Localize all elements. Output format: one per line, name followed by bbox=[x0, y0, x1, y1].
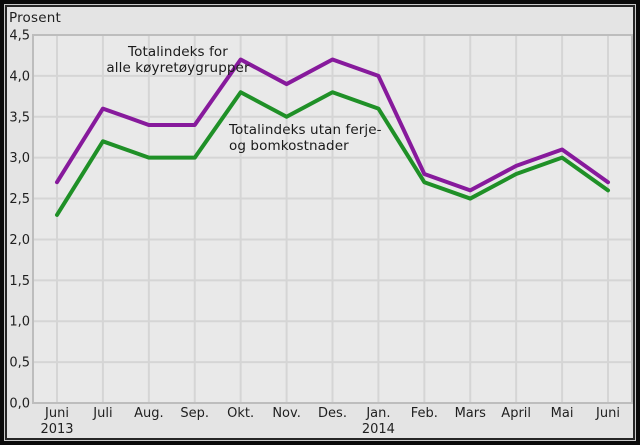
series-line-alle-koyretoygrupper bbox=[55, 57, 610, 193]
y-tick-label: 1,5 bbox=[9, 274, 30, 289]
y-tick-label: 4,5 bbox=[9, 29, 30, 44]
x-tick-year-label: 2013 bbox=[40, 422, 73, 437]
x-tick-label: Sep. bbox=[180, 406, 209, 421]
y-tick-label: 4,0 bbox=[9, 69, 30, 84]
x-tick-label: Juli bbox=[92, 406, 112, 421]
x-tick-label: Des. bbox=[318, 406, 347, 421]
x-tick-label: Feb. bbox=[411, 406, 438, 421]
series-line-utan-ferje-bom bbox=[55, 90, 610, 217]
y-tick-label: 1,0 bbox=[9, 315, 30, 330]
y-tick-label: 3,0 bbox=[9, 151, 30, 166]
series-label-utan-ferje-bom: Totalindeks utan ferje- og bomkostnader bbox=[229, 122, 382, 154]
y-tick-label: 0,5 bbox=[9, 356, 30, 371]
y-axis-unit-label: Prosent bbox=[9, 10, 62, 26]
x-tick-label: Jan. bbox=[365, 406, 390, 421]
x-tick-year-label: 2014 bbox=[362, 422, 395, 437]
y-tick-label: 0,0 bbox=[9, 397, 30, 412]
x-tick-label: Nov. bbox=[272, 406, 301, 421]
y-tick-label: 2,5 bbox=[9, 192, 30, 207]
series-label-alle-koyretoygrupper: Totalindeks for alle køyretøygrupper bbox=[106, 44, 250, 76]
x-tick-label: Aug. bbox=[134, 406, 164, 421]
x-tick-label: Okt. bbox=[227, 406, 254, 421]
x-tick-label: Juni bbox=[44, 406, 69, 421]
x-tick-label: Mars bbox=[455, 406, 487, 421]
y-tick-label: 2,0 bbox=[9, 233, 30, 248]
x-tick-label: Mai bbox=[551, 406, 574, 421]
y-tick-label: 3,5 bbox=[9, 110, 30, 125]
x-tick-label: April bbox=[501, 406, 531, 421]
plot-border bbox=[32, 34, 633, 404]
x-tick-label: Juni bbox=[595, 406, 620, 421]
